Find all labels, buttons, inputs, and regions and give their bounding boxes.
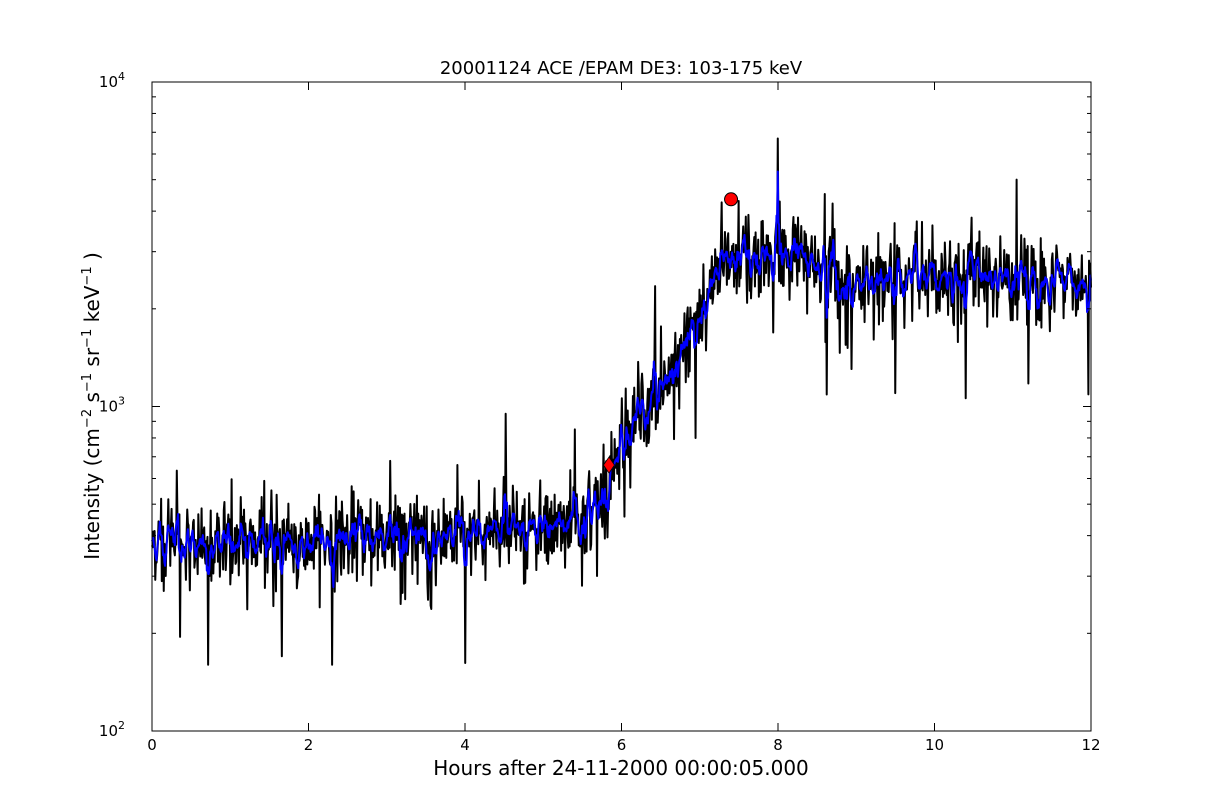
onset-diamond-marker — [602, 456, 615, 474]
x-tick-label: 6 — [617, 736, 627, 754]
y-axis-label: Intensity (cm−2 s−1 sr−1 keV−1 ) — [80, 252, 104, 560]
x-tick-label: 4 — [460, 736, 470, 754]
y-axis-label-s: s — [80, 392, 104, 409]
y-tick-exp: 3 — [118, 395, 125, 408]
chart-title: 20001124 ACE /EPAM DE3: 103-175 keV — [440, 58, 803, 79]
y-tick-label: 102 — [99, 719, 125, 740]
y-tick-base: 10 — [99, 398, 118, 416]
y-axis-label-suffix: ) — [80, 252, 104, 266]
y-tick-base: 10 — [99, 73, 118, 91]
x-tick-label: 2 — [304, 736, 314, 754]
series-layer — [151, 137, 1092, 666]
y-axis-label-exp-s: −1 — [80, 373, 95, 392]
y-tick-exp: 2 — [118, 719, 125, 732]
y-axis-label-exp-sr: −1 — [80, 329, 95, 348]
x-axis: 0 2 4 6 8 10 12 — [147, 82, 1101, 754]
y-tick-exp: 4 — [118, 70, 125, 83]
peak-circle-marker — [724, 192, 739, 207]
y-tick-label: 103 — [99, 395, 125, 416]
x-axis-label: Hours after 24-11-2000 00:00:05.000 — [433, 756, 809, 780]
x-tick-label: 8 — [773, 736, 783, 754]
marker-layer — [602, 192, 739, 474]
x-tick-label: 10 — [925, 736, 944, 754]
y-tick-base: 10 — [99, 722, 118, 740]
y-tick-label: 104 — [99, 70, 125, 91]
y-axis-label-kev: keV — [80, 285, 104, 329]
series-smoothed-line — [151, 170, 1092, 589]
y-axis-label-exp-kev: −1 — [80, 266, 95, 285]
y-axis-label-prefix: Intensity (cm — [80, 428, 104, 560]
x-tick-label: 0 — [147, 736, 157, 754]
y-axis-label-sr: sr — [80, 347, 104, 373]
x-tick-label: 12 — [1081, 736, 1100, 754]
y-axis-label-exp-cm: −2 — [80, 409, 95, 428]
